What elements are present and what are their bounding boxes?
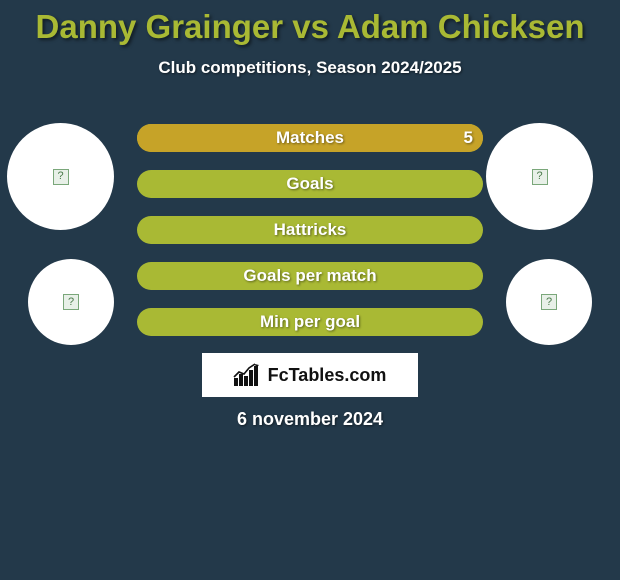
stat-row-goals-per-match: Goals per match: [137, 262, 483, 290]
player-avatar-top-right: ?: [486, 123, 593, 230]
stat-label: Hattricks: [137, 216, 483, 244]
stat-label: Goals: [137, 170, 483, 198]
stat-row-goals: Goals: [137, 170, 483, 198]
player-avatar-bot-right: ?: [506, 259, 592, 345]
stat-row-matches: Matches5: [137, 124, 483, 152]
logo-text: FcTables.com: [268, 365, 387, 386]
stat-label: Matches: [137, 124, 483, 152]
stats-bars: Matches5 Goals Hattricks Goals per match Min…: [137, 124, 483, 354]
broken-image-icon: ?: [63, 294, 79, 310]
stat-label: Min per goal: [137, 308, 483, 336]
broken-image-icon: ?: [53, 169, 69, 185]
player-avatar-top-left: ?: [7, 123, 114, 230]
comparison-subtitle: Club competitions, Season 2024/2025: [0, 58, 620, 78]
stat-right-value: 5: [464, 124, 473, 152]
fctables-logo: FcTables.com: [202, 353, 418, 397]
broken-image-icon: ?: [541, 294, 557, 310]
player-avatar-bot-left: ?: [28, 259, 114, 345]
broken-image-icon: ?: [532, 169, 548, 185]
stat-label: Goals per match: [137, 262, 483, 290]
comparison-title: Danny Grainger vs Adam Chicksen: [0, 0, 620, 46]
stat-row-min-per-goal: Min per goal: [137, 308, 483, 336]
stat-row-hattricks: Hattricks: [137, 216, 483, 244]
generated-date: 6 november 2024: [0, 409, 620, 430]
logo-chart-icon: [234, 364, 262, 386]
